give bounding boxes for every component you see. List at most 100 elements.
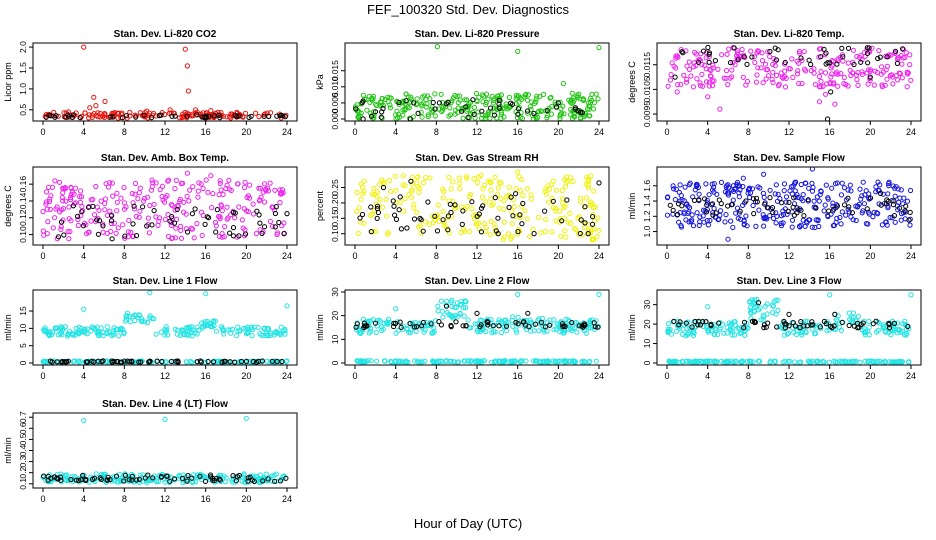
data-point xyxy=(225,327,231,333)
data-point xyxy=(550,204,556,211)
data-point xyxy=(109,213,115,219)
data-point xyxy=(777,196,783,202)
x-tick-label: 16 xyxy=(825,371,835,381)
data-point xyxy=(104,230,110,236)
data-point xyxy=(110,114,116,120)
data-point xyxy=(224,182,230,188)
data-point xyxy=(393,306,399,312)
data-point xyxy=(131,203,137,209)
data-point xyxy=(167,107,173,113)
data-point xyxy=(273,204,279,210)
data-point xyxy=(379,115,385,121)
data-point xyxy=(102,207,108,213)
data-point xyxy=(123,113,130,119)
data-point xyxy=(747,298,753,304)
data-point xyxy=(491,221,497,227)
data-point xyxy=(185,229,191,235)
data-point xyxy=(501,219,507,225)
data-point xyxy=(899,61,905,67)
data-point xyxy=(826,208,832,214)
data-point xyxy=(667,77,674,83)
data-point xyxy=(435,308,441,314)
data-point xyxy=(385,316,392,322)
data-point xyxy=(779,74,785,80)
data-point xyxy=(45,219,51,225)
data-point xyxy=(896,205,903,211)
data-point xyxy=(67,229,73,235)
data-point xyxy=(882,82,888,88)
data-point xyxy=(380,105,386,112)
y-tick-label: 0.15 xyxy=(330,210,340,227)
data-point xyxy=(218,202,224,208)
data-point xyxy=(242,231,249,237)
chart-title: Stan. Dev. Li-820 CO2 xyxy=(114,29,217,40)
x-tick-label: 16 xyxy=(513,127,523,137)
data-point xyxy=(281,231,287,237)
data-point xyxy=(79,209,85,215)
data-point xyxy=(812,331,818,337)
data-point xyxy=(898,187,904,193)
data-point xyxy=(591,226,597,232)
data-point xyxy=(761,171,767,177)
y-axis-label: kPa xyxy=(315,74,325,90)
data-point xyxy=(525,110,531,116)
data-point xyxy=(907,209,913,215)
data-point xyxy=(894,359,900,365)
data-point xyxy=(206,215,212,221)
data-point xyxy=(839,52,846,58)
data-point xyxy=(854,77,860,83)
data-point xyxy=(726,46,732,52)
data-point xyxy=(869,358,875,364)
data-point xyxy=(812,81,819,87)
data-point xyxy=(411,216,418,222)
y-tick-label: 0.1 xyxy=(18,478,28,490)
data-point xyxy=(492,195,498,201)
data-point xyxy=(110,328,116,334)
data-point xyxy=(448,186,454,192)
data-point xyxy=(66,204,72,210)
data-point xyxy=(75,216,81,223)
data-point xyxy=(829,185,835,191)
y-tick-label: 0.015 xyxy=(330,60,340,82)
data-point xyxy=(52,325,58,331)
data-point xyxy=(228,330,234,336)
data-point xyxy=(823,61,829,67)
data-point xyxy=(697,214,703,220)
data-point xyxy=(798,359,804,365)
data-point xyxy=(770,61,776,68)
data-point xyxy=(845,45,852,51)
data-point xyxy=(684,76,690,83)
data-point xyxy=(142,475,148,481)
data-point xyxy=(205,322,211,328)
data-point xyxy=(511,204,518,210)
data-point xyxy=(572,105,579,111)
data-point xyxy=(448,313,454,319)
data-point xyxy=(705,327,711,334)
data-point xyxy=(846,209,852,215)
x-tick-label: 8 xyxy=(122,251,127,261)
data-point xyxy=(265,476,271,482)
data-point xyxy=(834,215,840,221)
data-point xyxy=(187,358,193,364)
data-point xyxy=(54,359,60,365)
data-point xyxy=(724,51,730,57)
data-point xyxy=(425,112,431,118)
data-point xyxy=(823,81,830,87)
data-point xyxy=(537,94,543,100)
data-point xyxy=(81,44,87,50)
data-point xyxy=(780,220,786,226)
data-point xyxy=(477,324,483,330)
data-point xyxy=(773,57,780,63)
data-point xyxy=(91,212,98,218)
data-point xyxy=(184,193,190,199)
data-point xyxy=(850,70,856,76)
x-tick-label: 0 xyxy=(352,127,357,137)
data-point xyxy=(811,198,817,204)
data-point xyxy=(133,233,140,239)
data-point xyxy=(515,111,521,117)
data-point xyxy=(187,187,193,193)
data-point xyxy=(279,223,285,229)
x-tick-label: 16 xyxy=(513,251,523,261)
data-point xyxy=(391,320,397,326)
